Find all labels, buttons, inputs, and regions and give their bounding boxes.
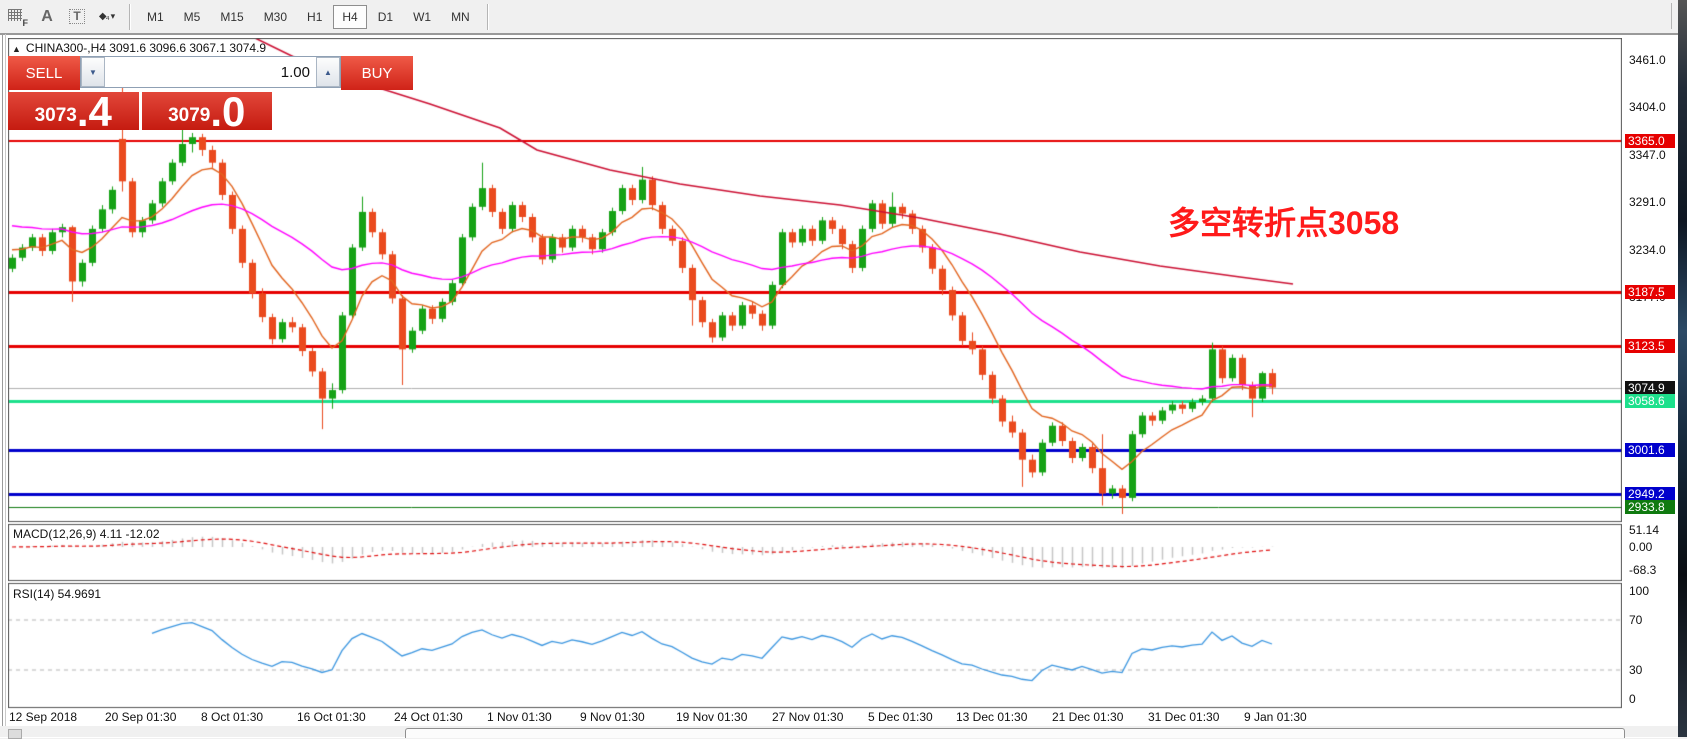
top-toolbar: F A T ◆₄ ▾ M1 M5 M15 M30 H1 H4 D1 W1 MN	[0, 0, 1687, 34]
rsi-tick-label: 70	[1629, 613, 1643, 627]
macd-tick-label: 0.00	[1629, 540, 1653, 554]
sell-price-button[interactable]: 3073.4	[8, 88, 139, 135]
macd-pane-label: MACD(12,26,9) 4.11 -12.02	[13, 527, 160, 541]
date-tick-label: 12 Sep 2018	[9, 710, 78, 724]
toolbar-separator	[129, 3, 130, 30]
one-click-trade-panel: SELL ▼ ▲ BUY 3073.4 3079.0	[8, 56, 413, 135]
horizontal-scrollbar[interactable]	[405, 728, 1625, 738]
timeframe-button-H1[interactable]: H1	[307, 9, 323, 24]
chart-text-annotation: 多空转折点3058	[1168, 205, 1400, 241]
buy-price-main: 3079	[168, 105, 211, 126]
date-tick-label: 21 Dec 01:30	[1052, 710, 1124, 724]
price-tick-label: 3234.0	[1629, 243, 1666, 257]
sell-button[interactable]: SELL	[8, 56, 80, 90]
date-tick-label: 19 Nov 01:30	[676, 710, 748, 724]
date-tick-label: 24 Oct 01:30	[394, 710, 463, 724]
timeframe-button-group: M1 M5 M15 M30 H1 H4 D1 W1 MN	[137, 4, 480, 29]
date-tick-label: 1 Nov 01:30	[487, 710, 552, 724]
pane-separator-macd-rsi[interactable]	[8, 580, 1622, 583]
price-tick-label: 3404.0	[1629, 100, 1666, 114]
profiles-grid-icon[interactable]: F	[8, 8, 28, 28]
rsi-pane-label: RSI(14) 54.9691	[13, 587, 102, 601]
price-tick-label: 3347.0	[1629, 148, 1666, 162]
scroll-grip[interactable]	[8, 729, 22, 739]
sell-price-decimal: .4	[76, 88, 112, 135]
timeframe-button-H4[interactable]: H4	[333, 4, 367, 29]
price-line-label: 3187.5	[1625, 285, 1675, 299]
buy-price-decimal: .0	[210, 88, 246, 135]
text-label-icon[interactable]: A	[41, 7, 53, 25]
timeframe-button-M30[interactable]: M30	[263, 9, 288, 24]
rsi-tick-label: 0	[1629, 692, 1636, 706]
toolbar-separator-2	[486, 3, 488, 30]
timeframe-button-M15[interactable]: M15	[220, 9, 244, 24]
macd-tick-label: -68.3	[1629, 563, 1657, 577]
price-line-label: 3001.6	[1625, 443, 1675, 457]
toolbar-right-separator	[1671, 3, 1672, 29]
volume-decrease-button[interactable]: ▼	[81, 57, 105, 87]
date-tick-label: 16 Oct 01:30	[297, 710, 366, 724]
date-tick-label: 5 Dec 01:30	[868, 710, 933, 724]
date-tick-label: 20 Sep 01:30	[105, 710, 177, 724]
price-line-label: 3365.0	[1625, 134, 1675, 148]
sell-price-main: 3073	[34, 105, 77, 126]
date-tick-label: 9 Jan 01:30	[1244, 710, 1307, 724]
price-line-label: 3074.9	[1625, 381, 1675, 395]
window-left-edge-highlight	[5, 34, 6, 737]
rsi-tick-label: 30	[1629, 663, 1643, 677]
price-line-label: 3058.6	[1625, 394, 1675, 408]
timeframe-button-W1[interactable]: W1	[413, 9, 432, 24]
text-box-icon[interactable]: T	[64, 5, 90, 29]
price-line-label: 2933.8	[1625, 500, 1675, 514]
pane-separator-main-macd[interactable]	[8, 520, 1622, 523]
arrow-objects-icon[interactable]: ◆₄ ▾	[94, 5, 120, 29]
chart-symbol-title: ▲ CHINA300-,H4 3091.6 3096.6 3067.1 3074.…	[12, 41, 266, 55]
volume-input[interactable]	[105, 57, 316, 87]
date-tick-label: 13 Dec 01:30	[956, 710, 1028, 724]
price-tick-label: 3461.0	[1629, 53, 1666, 67]
timeframe-button-D1[interactable]: D1	[377, 9, 394, 24]
arrows-glyph: ◆₄	[98, 11, 110, 22]
collapse-panel-arrow-icon[interactable]: ▲	[12, 44, 21, 54]
date-tick-label: 31 Dec 01:30	[1148, 710, 1220, 724]
price-tick-label: 3291.0	[1629, 195, 1666, 209]
timeframe-button-M5[interactable]: M5	[183, 9, 201, 24]
macd-tick-label: 51.14	[1629, 523, 1660, 537]
window-left-edge	[2, 34, 3, 737]
date-tick-label: 9 Nov 01:30	[580, 710, 645, 724]
price-line-label: 3123.5	[1625, 339, 1675, 353]
background-window-edge	[1678, 0, 1687, 737]
rsi-tick-label: 100	[1629, 584, 1650, 598]
volume-increase-button[interactable]: ▲	[316, 57, 340, 87]
date-tick-label: 27 Nov 01:30	[772, 710, 844, 724]
buy-price-button[interactable]: 3079.0	[141, 88, 272, 135]
date-tick-label: 8 Oct 01:30	[201, 710, 264, 724]
symbol-ohlc-text: CHINA300-,H4 3091.6 3096.6 3067.1 3074.9	[25, 41, 267, 55]
timeframe-button-M1[interactable]: M1	[147, 9, 164, 24]
price-line-label: 2949.2	[1625, 487, 1675, 501]
price-chart-canvas[interactable]	[8, 38, 1622, 726]
volume-spinner: ▼ ▲	[80, 56, 341, 88]
dropdown-caret-icon: ▾	[110, 11, 116, 21]
timeframe-button-MN[interactable]: MN	[451, 9, 470, 24]
buy-button[interactable]: BUY	[341, 56, 413, 90]
